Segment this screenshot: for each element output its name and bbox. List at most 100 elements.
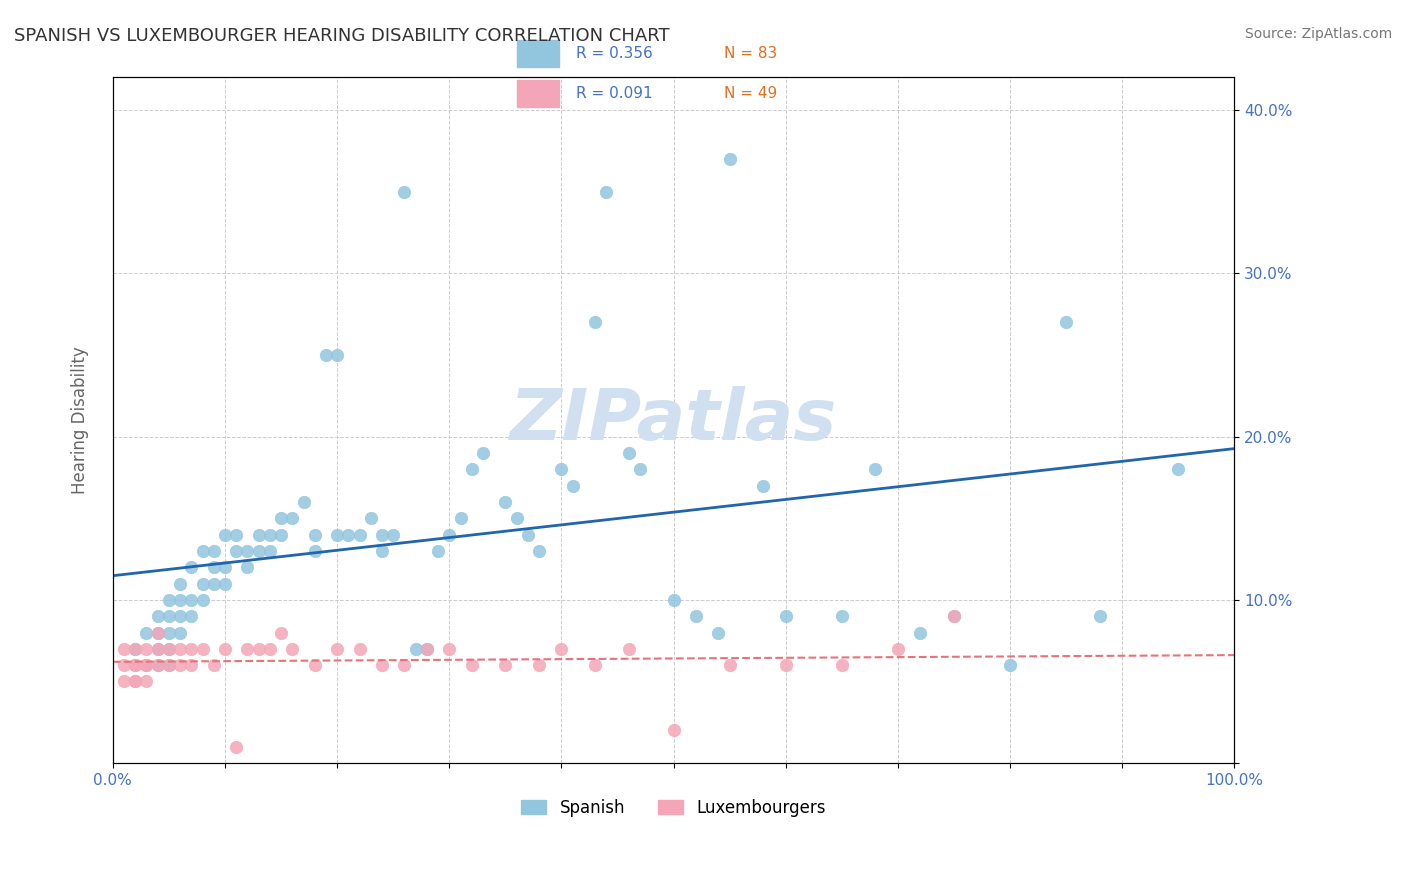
Point [157,609,180,624]
Point [112,641,135,656]
Point [180,592,202,607]
Point [304,527,326,541]
Point [270,527,292,541]
Point [259,544,281,558]
Point [135,658,157,673]
Point [494,495,516,509]
Point [315,348,337,362]
Point [1088,609,1111,624]
Point [304,658,326,673]
Point [439,527,461,541]
Point [191,592,214,607]
Point [427,544,450,558]
Point [236,560,259,574]
Point [304,544,326,558]
Y-axis label: Hearing Disability: Hearing Disability [72,346,89,494]
Point [505,511,527,525]
Point [135,625,157,640]
Point [157,658,180,673]
Point [146,658,169,673]
Point [157,592,180,607]
Point [124,641,146,656]
Point [157,658,180,673]
Point [394,185,416,199]
FancyBboxPatch shape [517,40,560,67]
Point [326,527,349,541]
Point [112,658,135,673]
Point [214,576,236,591]
Point [516,527,538,541]
Point [326,348,349,362]
Text: Source: ZipAtlas.com: Source: ZipAtlas.com [1244,27,1392,41]
Point [405,641,427,656]
Point [124,674,146,689]
Point [617,446,640,460]
Point [146,641,169,656]
Point [146,609,169,624]
Point [135,658,157,673]
Point [247,544,270,558]
Point [583,658,606,673]
Point [775,658,797,673]
Point [461,658,484,673]
Point [124,674,146,689]
Point [1054,315,1077,329]
Point [416,641,439,656]
Point [180,641,202,656]
Point [281,511,304,525]
Point [831,609,853,624]
Point [202,544,225,558]
Point [752,478,775,492]
Point [214,560,236,574]
Point [617,641,640,656]
Point [214,641,236,656]
Point [124,658,146,673]
Point [135,674,157,689]
Point [371,544,394,558]
Point [527,544,550,558]
Point [943,609,966,624]
Point [247,641,270,656]
Point [450,511,472,525]
Point [169,609,191,624]
Point [461,462,484,476]
Point [595,185,617,199]
Point [662,592,685,607]
Point [191,544,214,558]
Point [169,641,191,656]
Point [326,641,349,656]
Text: N = 83: N = 83 [724,46,778,61]
Point [527,658,550,673]
Point [775,609,797,624]
Point [169,576,191,591]
Point [191,576,214,591]
Text: R = 0.356: R = 0.356 [576,46,654,61]
Point [180,560,202,574]
Point [662,723,685,738]
Point [146,625,169,640]
FancyBboxPatch shape [517,80,560,107]
Point [270,511,292,525]
Point [685,609,707,624]
Point [135,658,157,673]
Point [214,527,236,541]
Point [124,641,146,656]
Point [382,527,405,541]
Point [259,527,281,541]
Point [831,658,853,673]
Point [494,658,516,673]
Point [416,641,439,656]
Point [292,495,315,509]
Point [157,641,180,656]
Point [707,625,730,640]
Point [202,576,225,591]
Point [439,641,461,656]
Point [360,511,382,525]
Point [157,641,180,656]
Text: ZIPatlas: ZIPatlas [510,385,838,455]
Point [394,658,416,673]
Point [371,658,394,673]
Point [371,527,394,541]
Point [337,527,360,541]
Point [225,527,247,541]
